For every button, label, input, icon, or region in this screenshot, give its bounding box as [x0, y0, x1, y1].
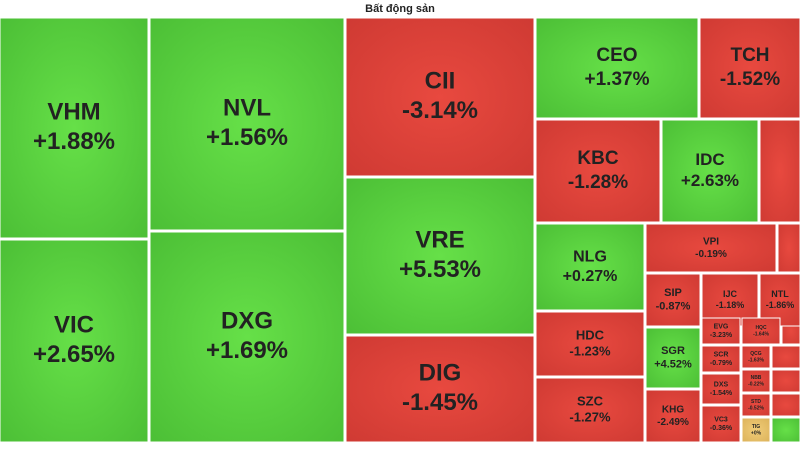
- filler-tiles: [759, 119, 800, 443]
- change-label: -1.54%: [710, 390, 733, 397]
- ticker-label: SIP: [664, 287, 682, 299]
- change-label: +1.37%: [585, 69, 650, 90]
- change-label: -1.52%: [720, 69, 780, 90]
- change-label: +2.65%: [33, 341, 115, 368]
- change-label: -0.19%: [695, 249, 727, 260]
- tile: [535, 311, 645, 377]
- change-label: -1.45%: [402, 389, 478, 416]
- ticker-label: VC3: [714, 417, 728, 424]
- change-label: -3.23%: [710, 332, 733, 339]
- change-label: -1.18%: [716, 300, 745, 310]
- ticker-label: KBC: [577, 148, 618, 169]
- tile: [535, 119, 661, 223]
- tile: [741, 417, 771, 443]
- change-label: -1.27%: [569, 409, 611, 424]
- change-label: -0.36%: [710, 425, 733, 432]
- change-label: -1.23%: [569, 343, 611, 358]
- ticker-label: NVL: [223, 94, 271, 121]
- ticker-label: STD: [751, 399, 761, 405]
- change-label: +1.88%: [33, 128, 115, 155]
- ticker-label: VHM: [47, 98, 100, 125]
- tile: [345, 177, 535, 335]
- ticker-label: TIG: [752, 424, 760, 430]
- tile: [699, 17, 800, 119]
- tile: [759, 273, 800, 327]
- change-label: -3.14%: [402, 97, 478, 124]
- tile: [701, 317, 741, 345]
- ticker-label: KHG: [662, 404, 684, 415]
- tile: [345, 335, 535, 443]
- change-label: +0%: [751, 430, 762, 436]
- tile: [741, 345, 771, 369]
- tile: [741, 369, 771, 393]
- change-label: -0.87%: [656, 301, 691, 313]
- tile: [701, 345, 741, 373]
- change-label: -1.86%: [766, 300, 795, 310]
- tile: [661, 119, 759, 223]
- change-label: -1.63%: [748, 357, 764, 363]
- change-label: -0.79%: [710, 360, 733, 367]
- change-label: -1.28%: [568, 172, 628, 193]
- change-label: -0.52%: [748, 405, 764, 411]
- tile: [645, 273, 701, 327]
- ticker-label: VIC: [54, 311, 94, 338]
- change-label: -1.64%: [753, 331, 769, 337]
- ticker-label: DXG: [221, 307, 273, 334]
- ticker-label: HQC: [755, 325, 767, 331]
- tile: [741, 393, 771, 417]
- ticker-label: CII: [425, 67, 456, 94]
- tile: [535, 17, 699, 119]
- tile: [701, 373, 741, 405]
- tile: [149, 231, 345, 443]
- ticker-label: NTL: [771, 289, 789, 299]
- ticker-label: HDC: [576, 327, 605, 342]
- ticker-label: IJC: [723, 289, 738, 299]
- tile: [741, 317, 781, 345]
- ticker-label: SZC: [577, 393, 604, 408]
- change-label: -0.22%: [748, 381, 764, 387]
- ticker-label: VRE: [415, 226, 464, 253]
- ticker-label: EVG: [714, 324, 729, 331]
- change-label: +1.56%: [206, 124, 288, 151]
- tile: [0, 17, 149, 239]
- change-label: +1.69%: [206, 337, 288, 364]
- ticker-label: IDC: [695, 150, 724, 169]
- tile: [701, 405, 741, 443]
- tile: [701, 273, 759, 327]
- ticker-label: NLG: [573, 248, 607, 265]
- tile: [0, 239, 149, 443]
- chart-title: Bất động sản: [365, 3, 435, 15]
- ticker-label: VPI: [703, 236, 719, 247]
- change-label: +2.63%: [681, 171, 739, 190]
- ticker-label: SCR: [714, 352, 729, 359]
- tile: [149, 17, 345, 231]
- change-label: -2.49%: [657, 417, 689, 428]
- tile: [535, 377, 645, 443]
- change-label: +4.52%: [654, 359, 692, 371]
- ticker-label: DXS: [714, 382, 729, 389]
- ticker-label: NBB: [751, 375, 762, 381]
- change-label: +0.27%: [563, 268, 618, 285]
- change-label: +5.53%: [399, 256, 481, 283]
- ticker-label: SGR: [661, 345, 685, 357]
- tile: [345, 17, 535, 177]
- ticker-label: TCH: [730, 45, 769, 66]
- ticker-label: QCG: [750, 351, 762, 357]
- tile: [645, 223, 777, 273]
- ticker-label: DIG: [419, 359, 462, 386]
- ticker-label: CEO: [596, 45, 637, 66]
- tile: [645, 327, 701, 389]
- tile: [535, 223, 645, 311]
- tile: [645, 389, 701, 443]
